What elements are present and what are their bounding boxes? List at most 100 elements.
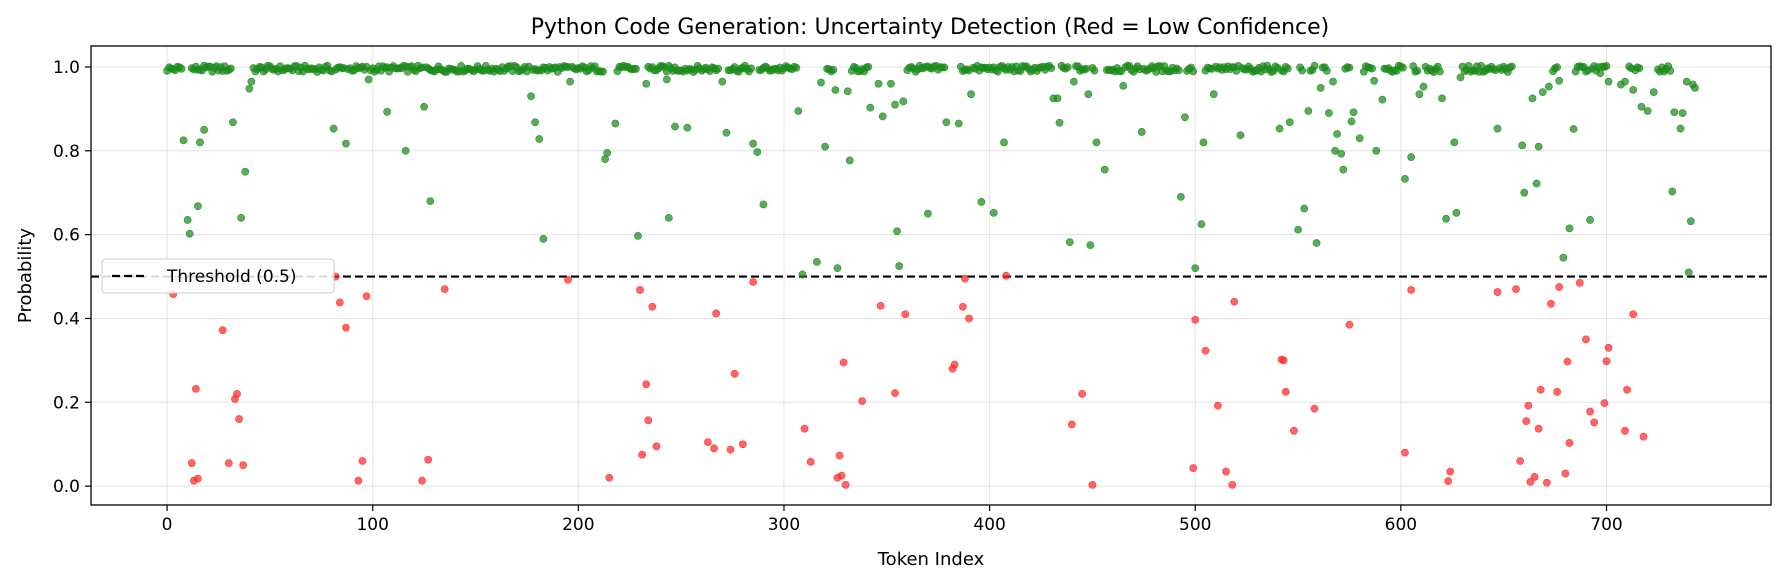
low-confidence-point xyxy=(1067,420,1076,429)
high-confidence-point xyxy=(1569,125,1578,133)
low-confidence-point xyxy=(418,476,426,485)
high-confidence-point xyxy=(759,200,768,209)
high-confidence-point xyxy=(1518,141,1527,150)
high-confidence-point xyxy=(1684,268,1693,277)
high-confidence-point xyxy=(1084,90,1093,99)
low-confidence-point xyxy=(644,416,653,425)
high-confidence-point xyxy=(1438,94,1446,103)
high-confidence-point xyxy=(226,64,235,73)
high-confidence-point xyxy=(1676,124,1685,133)
low-confidence-point xyxy=(703,438,712,447)
low-confidence-point xyxy=(1522,417,1531,426)
y-axis-title: Probability xyxy=(15,228,36,323)
high-confidence-point xyxy=(1678,109,1687,117)
high-confidence-point xyxy=(1086,241,1095,250)
high-confidence-point xyxy=(989,208,998,217)
high-confidence-point xyxy=(611,119,620,128)
high-confidence-point xyxy=(845,156,854,165)
high-confidence-point xyxy=(1275,124,1284,133)
high-confidence-point xyxy=(1055,118,1064,127)
low-confidence-point xyxy=(901,310,910,319)
high-confidence-point xyxy=(1436,67,1444,76)
high-confidence-point xyxy=(247,77,256,86)
low-confidence-point xyxy=(652,442,661,451)
x-tick-label: 500 xyxy=(1179,515,1211,535)
y-tick-label: 0.8 xyxy=(53,142,80,162)
high-confidence-point xyxy=(1643,107,1652,115)
low-confidence-point xyxy=(605,473,614,482)
high-confidence-point xyxy=(1209,90,1218,99)
low-confidence-point xyxy=(1575,278,1584,287)
high-confidence-point xyxy=(866,103,875,112)
high-confidence-point xyxy=(891,100,899,109)
high-confidence-point xyxy=(977,198,986,206)
low-confidence-point xyxy=(362,292,371,301)
low-confidence-point xyxy=(1088,480,1097,489)
high-confidence-point xyxy=(1333,130,1342,138)
low-confidence-point xyxy=(749,278,758,286)
high-confidence-point xyxy=(535,135,544,143)
y-tick-label: 0.6 xyxy=(53,226,80,246)
legend: Threshold (0.5) xyxy=(101,258,335,294)
x-tick-label: 600 xyxy=(1385,515,1417,535)
low-confidence-point xyxy=(1078,390,1087,398)
low-confidence-point xyxy=(1561,469,1570,478)
high-confidence-point xyxy=(1197,220,1206,229)
low-confidence-point xyxy=(1345,320,1354,329)
high-confidence-point xyxy=(1316,84,1325,92)
low-confidence-point xyxy=(1600,399,1609,408)
low-confidence-point xyxy=(837,471,846,480)
high-confidence-point xyxy=(177,64,186,73)
high-confidence-point xyxy=(1596,69,1605,78)
high-confidence-point xyxy=(599,67,607,76)
high-confidence-point xyxy=(887,79,895,88)
high-confidence-point xyxy=(1322,66,1331,75)
low-confidence-point xyxy=(424,455,433,464)
high-confidence-point xyxy=(895,262,904,270)
high-confidence-point xyxy=(1520,188,1529,197)
y-tick-label: 1.0 xyxy=(53,58,80,78)
high-confidence-point xyxy=(364,75,373,84)
low-confidence-point xyxy=(1602,357,1611,366)
high-confidence-point xyxy=(1559,253,1568,262)
high-confidence-point xyxy=(1637,102,1646,111)
high-confidence-point xyxy=(1686,217,1695,226)
x-tick-label: 300 xyxy=(768,515,800,535)
high-confidence-point xyxy=(1493,124,1502,133)
high-confidence-point xyxy=(241,167,250,176)
low-confidence-point xyxy=(1201,346,1210,355)
legend-box xyxy=(101,258,335,294)
high-confidence-point xyxy=(634,231,642,240)
high-confidence-point xyxy=(527,92,535,101)
high-confidence-point xyxy=(1304,107,1313,115)
low-confidence-point xyxy=(1565,439,1574,447)
high-confidence-point xyxy=(792,63,801,72)
high-confidence-point xyxy=(1666,66,1675,75)
high-confidence-point xyxy=(1337,149,1346,158)
low-confidence-point xyxy=(342,323,350,332)
high-confidence-point xyxy=(1065,238,1074,247)
low-confidence-point xyxy=(950,360,959,369)
x-tick-label: 0 xyxy=(162,515,173,535)
high-confidence-point xyxy=(1283,64,1292,73)
high-confidence-point xyxy=(798,270,807,279)
high-confidence-point xyxy=(1176,193,1185,201)
low-confidence-point xyxy=(235,415,243,423)
low-confidence-point xyxy=(638,450,646,459)
high-confidence-point xyxy=(245,84,254,93)
high-confidence-point xyxy=(329,124,338,133)
high-confidence-point xyxy=(1294,225,1302,234)
y-tick-label: 0.2 xyxy=(53,393,80,413)
high-confidence-point xyxy=(1401,174,1409,183)
high-confidence-point xyxy=(1137,128,1146,136)
low-confidence-point xyxy=(1002,271,1010,280)
high-confidence-point xyxy=(1000,138,1008,147)
high-confidence-point xyxy=(185,229,194,238)
low-confidence-point xyxy=(191,384,200,393)
high-confidence-point xyxy=(1399,63,1407,72)
high-confidence-point xyxy=(200,125,208,134)
low-confidence-point xyxy=(1281,387,1290,396)
high-confidence-point xyxy=(1555,76,1564,85)
high-confidence-point xyxy=(1189,67,1198,76)
